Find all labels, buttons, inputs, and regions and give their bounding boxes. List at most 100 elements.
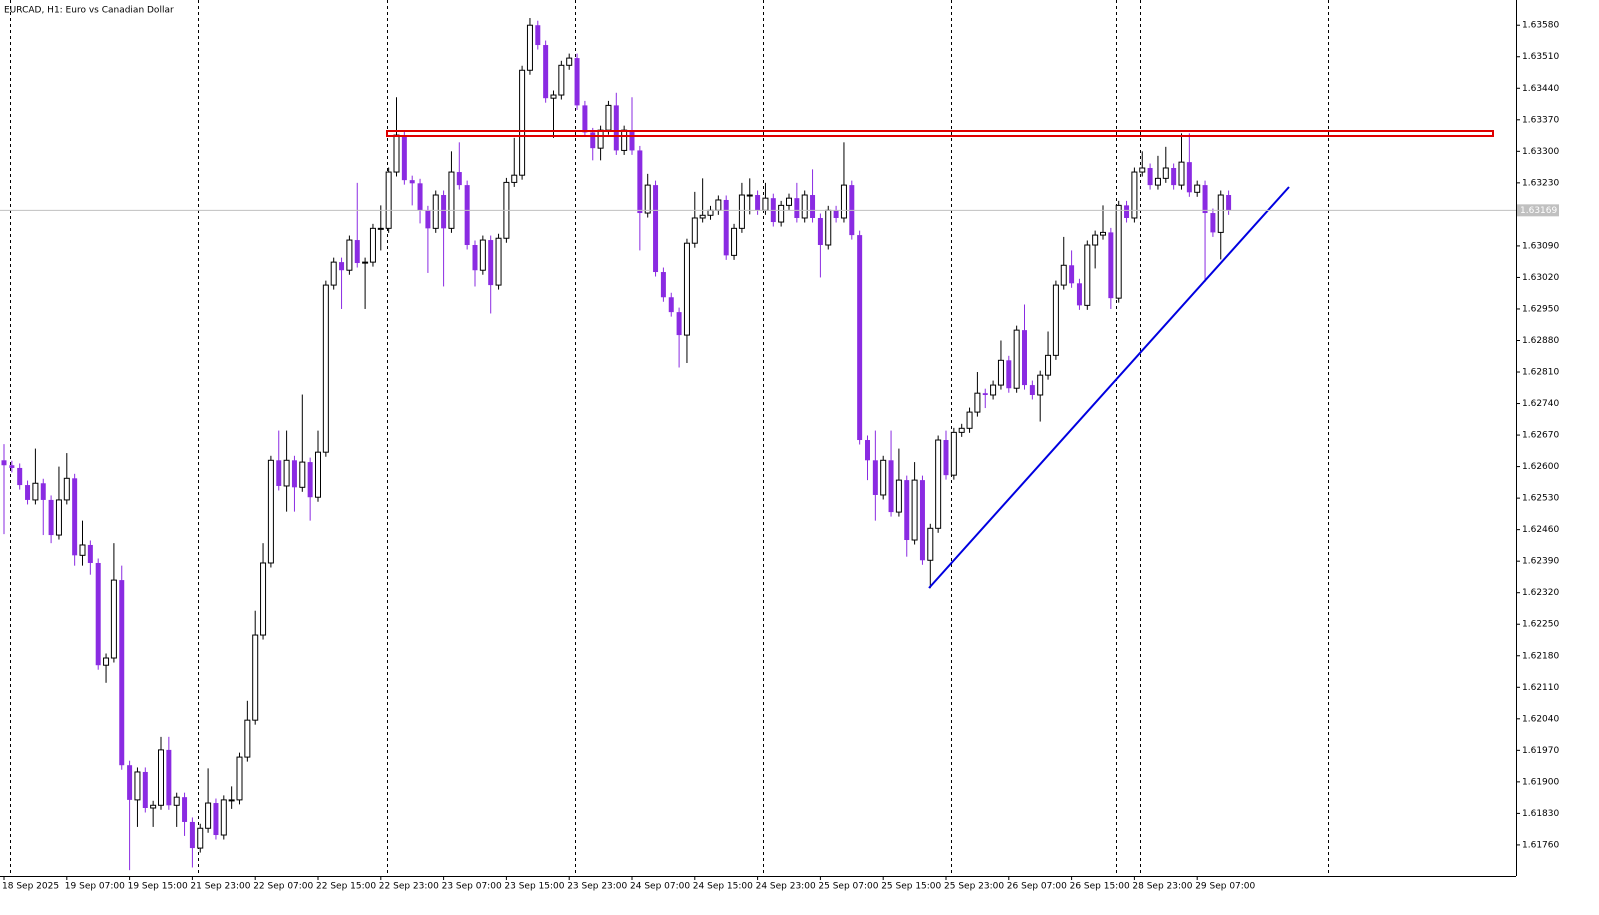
- x-tick-label: 28 Sep 23:00: [1132, 882, 1192, 892]
- candle-body: [63, 477, 70, 501]
- candle-body: [762, 197, 769, 211]
- candle-body: [315, 451, 321, 498]
- candle-body: [865, 440, 870, 461]
- candle-body: [840, 184, 847, 219]
- y-tick-label: 1.62810: [1522, 368, 1559, 378]
- candle-body: [401, 135, 407, 181]
- candle-body: [1, 460, 7, 466]
- candle-body: [1226, 195, 1232, 211]
- candle-body: [1029, 385, 1035, 395]
- y-tick-label: 1.62670: [1522, 431, 1559, 441]
- candle-body: [369, 227, 376, 263]
- candle-body: [1006, 360, 1012, 389]
- candle-body: [519, 69, 526, 176]
- candle-body: [488, 240, 494, 286]
- candle-body: [1092, 234, 1099, 246]
- y-tick-label: 1.62040: [1522, 714, 1559, 724]
- candle-body: [228, 799, 235, 802]
- candle-body: [252, 634, 259, 721]
- candle-body: [990, 384, 997, 396]
- candle-body: [283, 459, 290, 487]
- candle-body: [55, 499, 62, 536]
- candle-body: [582, 105, 588, 133]
- candle-body: [103, 657, 110, 666]
- x-tick-label: 21 Sep 23:00: [190, 882, 250, 892]
- candle-body: [966, 411, 973, 429]
- x-tick-label: 24 Sep 07:00: [630, 882, 690, 892]
- candle-body: [1108, 232, 1114, 299]
- y-tick-label: 1.63230: [1522, 178, 1559, 188]
- candle-body: [244, 719, 251, 758]
- y-tick-label: 1.63370: [1522, 115, 1559, 125]
- candle-body: [1013, 329, 1020, 389]
- candle-body: [935, 439, 942, 529]
- y-tick-label: 1.62390: [1522, 557, 1559, 567]
- y-tick-label: 1.62950: [1522, 304, 1559, 314]
- candle-body: [173, 796, 180, 806]
- chart-title: EURCAD, H1: Euro vs Canadian Dollar: [4, 6, 174, 16]
- candle-body: [25, 485, 31, 500]
- candle-body: [810, 195, 816, 218]
- candle-body: [786, 197, 792, 206]
- x-tick-label: 29 Sep 07:00: [1195, 882, 1255, 892]
- x-tick-label: 23 Sep 07:00: [442, 882, 502, 892]
- y-tick-label: 1.63090: [1522, 241, 1559, 251]
- candle-body: [1186, 162, 1192, 193]
- candle-body: [339, 262, 345, 271]
- candle-body: [307, 462, 313, 498]
- candle-body: [362, 261, 369, 264]
- candle-body: [778, 204, 785, 223]
- candle-body: [119, 580, 125, 766]
- candle-body: [621, 129, 628, 151]
- candle-body: [919, 480, 925, 561]
- candle-body: [927, 527, 934, 561]
- x-tick-label: 18 Sep 2025: [2, 882, 59, 892]
- candle-body: [409, 180, 415, 184]
- candle-body: [1210, 213, 1216, 233]
- candle-body: [377, 227, 384, 230]
- candle-body: [425, 210, 431, 229]
- candle-body: [895, 479, 902, 513]
- candle-body: [1100, 231, 1106, 236]
- candle-body: [495, 237, 502, 286]
- candle-body: [825, 209, 832, 246]
- x-tick-label: 19 Sep 15:00: [128, 882, 188, 892]
- candle-body: [550, 94, 557, 99]
- candle-body: [1217, 194, 1224, 233]
- candle-body: [755, 195, 761, 211]
- candle-body: [974, 392, 981, 413]
- candle-body: [1037, 374, 1044, 396]
- candle-body: [558, 64, 565, 96]
- x-tick-label: 22 Sep 23:00: [379, 882, 439, 892]
- x-tick-label: 25 Sep 15:00: [881, 882, 941, 892]
- candle-body: [574, 58, 580, 106]
- candle-body: [997, 359, 1004, 386]
- candle-body: [417, 183, 423, 211]
- candle-body: [267, 459, 274, 564]
- candle-body: [472, 245, 478, 271]
- resistance-zone: [386, 130, 1494, 137]
- y-tick-label: 1.62460: [1522, 525, 1559, 535]
- candle-body: [291, 460, 297, 488]
- candle-body: [432, 194, 439, 229]
- candle-body: [738, 194, 745, 229]
- x-tick-label: 25 Sep 23:00: [944, 882, 1004, 892]
- candle-body: [448, 171, 455, 229]
- last-price-label: 1.63169: [1520, 206, 1557, 216]
- candle-body: [1154, 177, 1161, 186]
- candle-body: [40, 483, 46, 500]
- candle-body: [1162, 167, 1169, 179]
- candle-body: [441, 195, 447, 229]
- y-tick-label: 1.62880: [1522, 336, 1559, 346]
- candle-body: [1115, 204, 1122, 299]
- last-price-box: [1517, 204, 1559, 217]
- candle-body: [189, 821, 195, 849]
- x-tick-label: 24 Sep 23:00: [756, 882, 816, 892]
- candle-body: [794, 198, 800, 218]
- candle-body: [715, 199, 722, 211]
- candle-body: [9, 465, 15, 468]
- candle-body: [1139, 167, 1146, 173]
- candle-body: [817, 217, 823, 246]
- candle-body: [950, 431, 957, 476]
